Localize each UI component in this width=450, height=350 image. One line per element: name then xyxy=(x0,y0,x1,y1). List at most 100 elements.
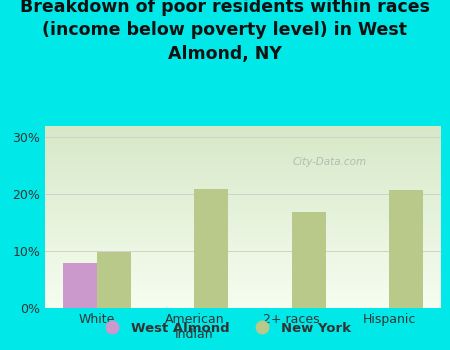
Bar xyxy=(45,197,441,199)
Bar xyxy=(45,217,441,219)
Bar xyxy=(45,157,441,159)
Bar xyxy=(45,133,441,135)
Bar xyxy=(45,184,441,186)
Bar xyxy=(45,126,441,128)
Bar xyxy=(45,241,441,243)
Bar xyxy=(45,141,441,142)
Bar xyxy=(45,132,441,133)
Bar xyxy=(45,264,441,266)
Bar xyxy=(45,301,441,302)
Bar xyxy=(45,226,441,228)
Bar xyxy=(45,215,441,217)
Bar xyxy=(45,193,441,195)
Bar xyxy=(45,137,441,139)
Bar xyxy=(45,191,441,193)
Bar xyxy=(45,282,441,284)
Bar xyxy=(45,142,441,144)
Bar xyxy=(45,237,441,239)
Bar xyxy=(45,161,441,162)
Bar xyxy=(389,190,423,308)
Bar xyxy=(45,152,441,153)
Bar xyxy=(45,182,441,184)
Bar xyxy=(45,214,441,215)
Bar xyxy=(45,155,441,157)
Bar xyxy=(45,239,441,241)
Bar xyxy=(45,290,441,292)
Bar xyxy=(45,243,441,244)
Bar xyxy=(45,246,441,248)
Bar xyxy=(45,288,441,290)
Bar xyxy=(45,202,441,204)
Bar xyxy=(45,172,441,173)
Bar xyxy=(45,173,441,175)
Bar xyxy=(45,259,441,261)
Bar xyxy=(45,208,441,210)
Bar xyxy=(45,159,441,161)
Bar xyxy=(45,299,441,301)
Bar xyxy=(45,206,441,208)
Bar xyxy=(45,162,441,164)
Bar xyxy=(45,195,441,197)
Bar xyxy=(45,166,441,168)
Bar xyxy=(45,190,441,191)
Bar xyxy=(45,244,441,246)
Bar xyxy=(45,273,441,275)
Bar xyxy=(45,135,441,137)
Bar xyxy=(45,306,441,308)
Bar xyxy=(45,199,441,201)
Bar xyxy=(45,219,441,220)
Bar xyxy=(45,257,441,259)
Bar xyxy=(45,304,441,306)
Bar xyxy=(45,201,441,202)
Bar xyxy=(292,212,326,308)
Bar xyxy=(45,230,441,232)
Bar xyxy=(45,235,441,237)
Bar xyxy=(45,148,441,150)
Bar xyxy=(45,144,441,146)
Bar xyxy=(45,130,441,132)
Bar xyxy=(45,232,441,233)
Bar xyxy=(45,146,441,148)
Bar xyxy=(45,224,441,226)
Bar xyxy=(97,252,131,308)
Bar xyxy=(45,188,441,190)
Bar xyxy=(45,170,441,172)
Bar xyxy=(45,139,441,141)
Bar xyxy=(45,253,441,255)
Bar xyxy=(45,220,441,223)
Bar xyxy=(45,186,441,188)
Bar xyxy=(45,177,441,179)
Bar xyxy=(45,223,441,224)
Bar xyxy=(45,168,441,170)
Bar xyxy=(45,277,441,279)
Bar xyxy=(45,164,441,166)
Bar xyxy=(45,286,441,288)
Bar xyxy=(63,262,97,308)
Bar xyxy=(45,272,441,273)
Bar xyxy=(45,297,441,299)
Bar xyxy=(45,266,441,268)
Bar xyxy=(45,210,441,211)
Bar xyxy=(45,248,441,250)
Bar xyxy=(45,255,441,257)
Bar xyxy=(45,211,441,214)
Bar xyxy=(45,279,441,281)
Bar xyxy=(45,293,441,295)
Bar xyxy=(45,270,441,272)
Bar xyxy=(45,233,441,235)
Bar xyxy=(45,268,441,270)
Bar xyxy=(45,250,441,252)
Bar xyxy=(45,281,441,282)
Bar xyxy=(45,295,441,297)
Bar xyxy=(45,204,441,206)
Bar xyxy=(45,262,441,264)
Bar xyxy=(45,302,441,304)
Bar xyxy=(45,228,441,230)
Bar xyxy=(45,150,441,152)
Legend: West Almond, New York: West Almond, New York xyxy=(94,316,356,340)
Bar xyxy=(45,275,441,277)
Bar xyxy=(45,179,441,181)
Bar xyxy=(45,284,441,286)
Bar xyxy=(45,175,441,177)
Bar xyxy=(194,189,229,308)
